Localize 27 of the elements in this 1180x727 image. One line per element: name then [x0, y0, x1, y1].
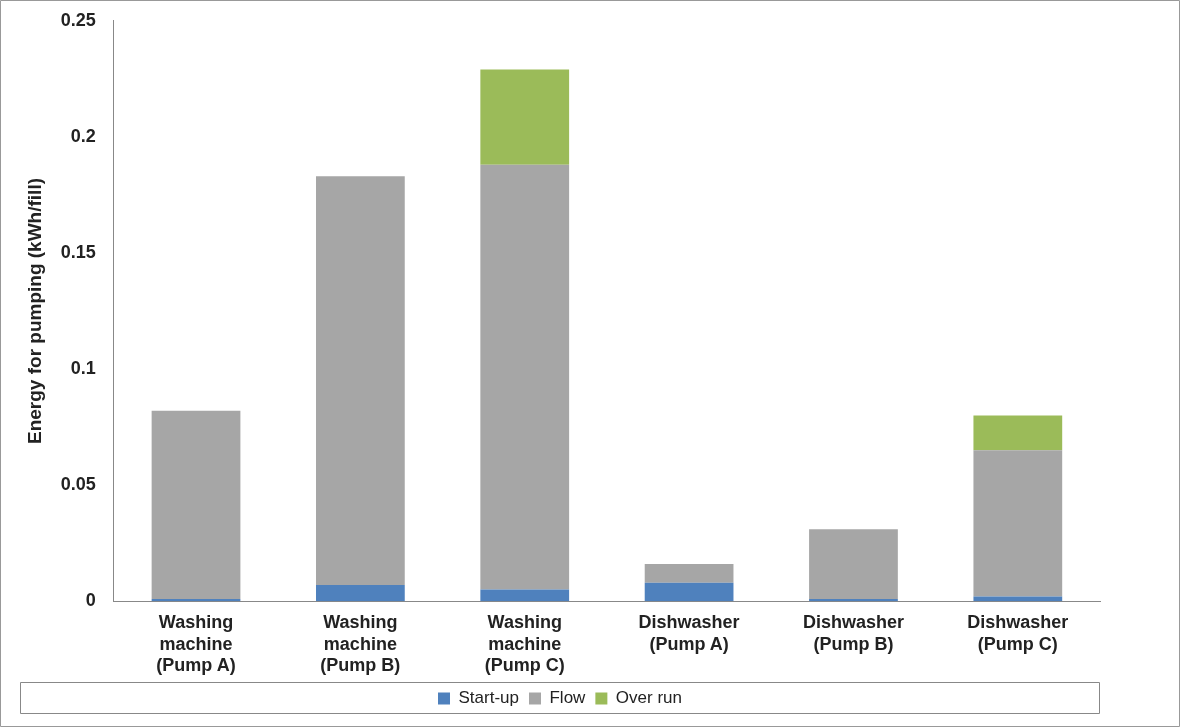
x-tick-label: Washing machine (Pump C) [484, 611, 565, 676]
x-tick-label: Washing machine (Pump B) [320, 611, 401, 676]
bar [151, 410, 241, 599]
bar [480, 164, 570, 590]
x-tick-label: Dishwasher (Pump B) [802, 611, 904, 654]
y-tick-label: 0.05 [60, 474, 96, 495]
y-tick-label: 0.15 [60, 241, 96, 262]
y-axis-title: Energy for pumping (kWh/fill) [23, 178, 45, 444]
y-tick-label: 0 [85, 590, 96, 611]
legend-label: Start-up [458, 688, 519, 708]
x-tick-label: Dishwasher (Pump A) [638, 611, 740, 654]
x-tick-label: Dishwasher (Pump C) [967, 611, 1069, 654]
bar [316, 584, 405, 602]
bar [973, 450, 1063, 597]
bar [316, 176, 405, 585]
y-tick-label: 0.2 [70, 125, 96, 146]
x-tick-label: Washing machine (Pump A) [156, 611, 236, 676]
bar [809, 529, 898, 599]
bar [973, 415, 1063, 451]
bar [480, 69, 570, 165]
bar [480, 589, 570, 602]
legend-label: Over run [615, 688, 683, 708]
y-tick-label: 0.1 [70, 358, 96, 379]
y-tick-label: 0.25 [60, 9, 96, 30]
bar [644, 564, 734, 583]
bar [644, 582, 734, 602]
legend-label: Flow [549, 688, 587, 708]
